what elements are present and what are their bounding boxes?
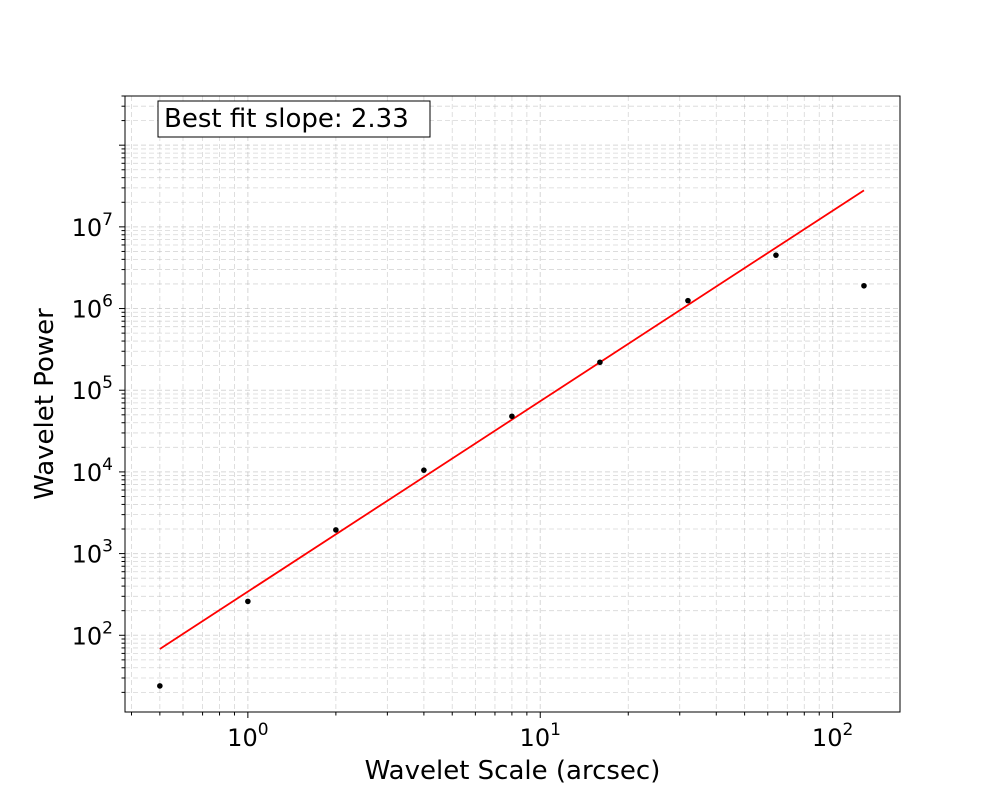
data-point — [333, 527, 339, 533]
axes-frame — [124, 95, 901, 713]
y-tick-label: 102 — [72, 618, 113, 650]
annotation-box — [157, 100, 431, 138]
data-points — [157, 252, 867, 689]
y-tick-label: 105 — [72, 373, 113, 405]
x-tick-label: 101 — [520, 720, 561, 752]
data-point — [861, 282, 867, 289]
data-point — [597, 359, 603, 366]
slope-annotation: Best fit slope: 2.33 — [157, 100, 431, 138]
axis-ticks — [119, 95, 834, 718]
y-tick-label: 107 — [72, 210, 113, 242]
grid-lines — [125, 95, 900, 712]
fit-line-layer — [159, 189, 865, 650]
data-point — [773, 252, 779, 258]
y-tick-label: 104 — [72, 455, 113, 487]
x-tick-labels: 100 101 102 — [227, 720, 853, 752]
x-tick-label: 100 — [227, 720, 268, 752]
data-point — [509, 413, 515, 420]
y-tick-label: 106 — [72, 292, 113, 324]
data-point — [685, 297, 691, 304]
y-tick-label: 103 — [72, 537, 113, 569]
best-fit-line — [159, 189, 865, 650]
x-tick-label: 102 — [812, 720, 853, 752]
data-point — [245, 598, 251, 605]
y-axis-label: Wavelet Power — [30, 308, 60, 500]
annotation-text: Best fit slope: 2.33 — [164, 104, 409, 134]
data-point — [421, 467, 427, 473]
data-point — [157, 683, 163, 689]
y-tick-labels: 102 103 104 105 106 107 — [72, 210, 113, 650]
x-axis-label: Wavelet Scale (arcsec) — [365, 756, 661, 786]
